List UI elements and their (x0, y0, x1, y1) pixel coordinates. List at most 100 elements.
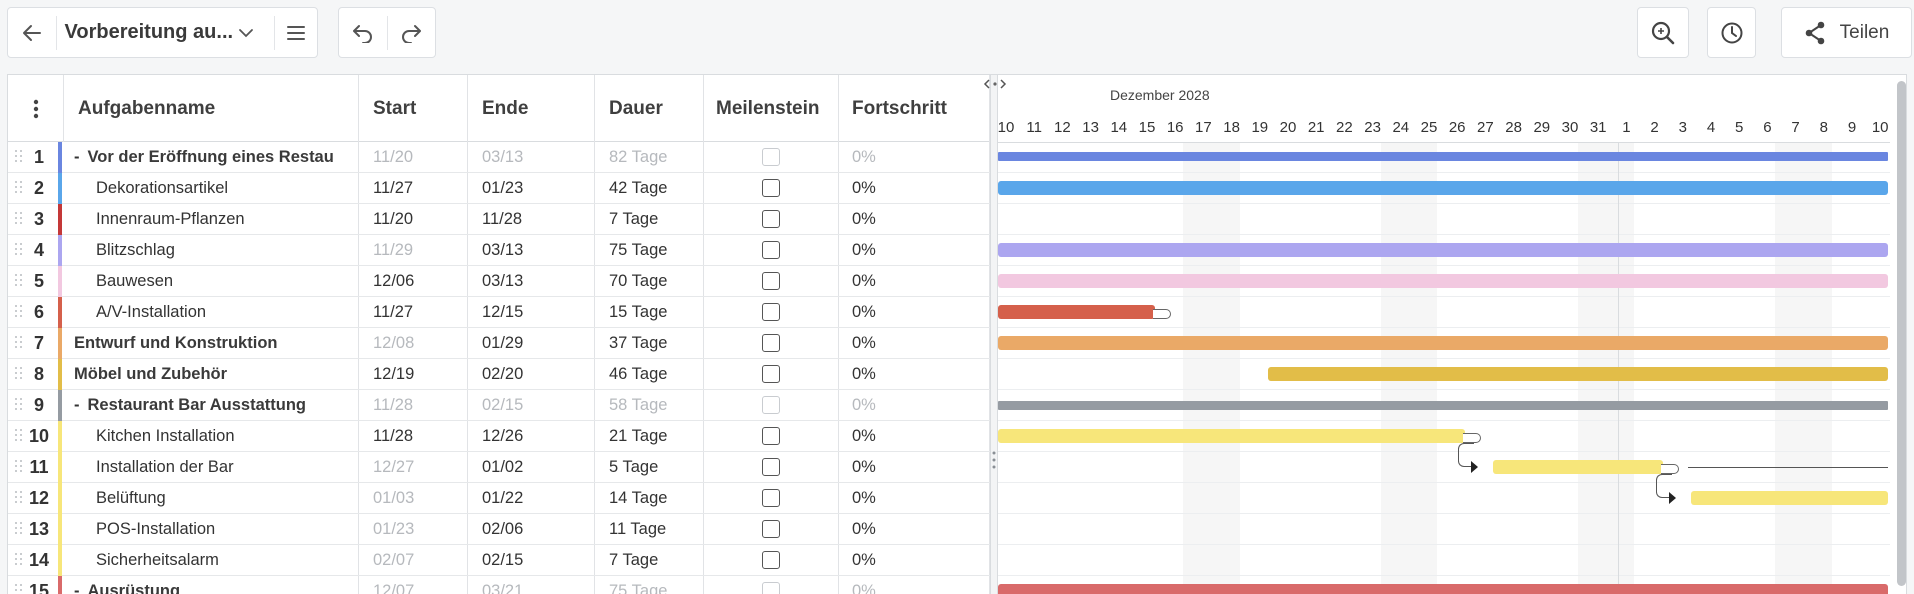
share-button[interactable]: Teilen (1781, 7, 1912, 58)
drag-handle-icon[interactable] (14, 459, 24, 475)
task-bar[interactable] (1690, 491, 1888, 505)
duration-cell[interactable]: 70 Tage (595, 266, 704, 296)
task-bar[interactable] (998, 584, 1888, 594)
undo-button[interactable] (339, 8, 387, 57)
task-bar[interactable] (998, 181, 1888, 195)
drag-handle-icon[interactable] (14, 335, 24, 351)
duration-cell[interactable]: 82 Tage (595, 142, 704, 172)
start-cell[interactable]: 12/06 (359, 266, 468, 296)
progress-cell[interactable]: 0% (839, 576, 990, 594)
task-name-cell[interactable]: Bauwesen (64, 266, 359, 296)
drag-handle-icon[interactable] (14, 552, 24, 568)
column-menu-button[interactable] (8, 75, 64, 142)
progress-cell[interactable]: 0% (839, 452, 990, 482)
task-row[interactable]: 1 - Vor der Eröffnung eines Restau 11/20… (8, 142, 990, 173)
start-cell[interactable]: 01/23 (359, 514, 468, 544)
task-name-cell[interactable]: Kitchen Installation (64, 421, 359, 451)
progress-cell[interactable]: 0% (839, 297, 990, 327)
milestone-checkbox[interactable] (762, 272, 780, 290)
end-cell[interactable]: 02/20 (468, 359, 595, 389)
milestone-checkbox[interactable] (762, 396, 780, 414)
task-row[interactable]: 9 - Restaurant Bar Ausstattung 11/28 02/… (8, 390, 990, 421)
task-name-cell[interactable]: POS-Installation (64, 514, 359, 544)
drag-handle-icon[interactable] (14, 273, 24, 289)
header-milestone[interactable]: Meilenstein (704, 75, 839, 142)
end-cell[interactable]: 03/13 (468, 142, 595, 172)
task-bar[interactable] (1493, 460, 1663, 474)
duration-cell[interactable]: 11 Tage (595, 514, 704, 544)
milestone-checkbox[interactable] (762, 334, 780, 352)
task-row[interactable]: 7 Entwurf und Konstruktion 12/08 01/29 3… (8, 328, 990, 359)
milestone-checkbox[interactable] (762, 427, 780, 445)
task-row[interactable]: 6 A/V-Installation 11/27 12/15 15 Tage 0… (8, 297, 990, 328)
progress-cell[interactable]: 0% (839, 545, 990, 575)
duration-cell[interactable]: 15 Tage (595, 297, 704, 327)
task-name-cell[interactable]: Installation der Bar (64, 452, 359, 482)
progress-cell[interactable]: 0% (839, 390, 990, 420)
end-cell[interactable]: 02/15 (468, 390, 595, 420)
progress-cell[interactable]: 0% (839, 483, 990, 513)
history-clock-button[interactable] (1707, 7, 1756, 58)
progress-cell[interactable]: 0% (839, 514, 990, 544)
progress-cell[interactable]: 0% (839, 328, 990, 358)
header-progress[interactable]: Fortschritt (839, 75, 990, 142)
redo-button[interactable] (387, 8, 435, 57)
task-name-cell[interactable]: - Ausrüstung (64, 576, 359, 594)
start-cell[interactable]: 11/29 (359, 235, 468, 265)
duration-cell[interactable]: 58 Tage (595, 390, 704, 420)
duration-cell[interactable]: 46 Tage (595, 359, 704, 389)
start-cell[interactable]: 12/08 (359, 328, 468, 358)
progress-cell[interactable]: 0% (839, 235, 990, 265)
duration-cell[interactable]: 7 Tage (595, 545, 704, 575)
drag-handle-icon[interactable] (14, 149, 24, 165)
start-cell[interactable]: 11/20 (359, 204, 468, 234)
progress-cell[interactable]: 0% (839, 204, 990, 234)
task-bar[interactable] (998, 336, 1888, 350)
duration-cell[interactable]: 42 Tage (595, 173, 704, 203)
task-name-cell[interactable]: - Restaurant Bar Ausstattung (64, 390, 359, 420)
task-bar[interactable] (998, 152, 1888, 161)
milestone-checkbox[interactable] (762, 365, 780, 383)
task-row[interactable]: 15 - Ausrüstung 12/07 03/21 75 Tage 0% (8, 576, 990, 594)
milestone-checkbox[interactable] (762, 210, 780, 228)
milestone-checkbox[interactable] (762, 303, 780, 321)
milestone-checkbox[interactable] (762, 520, 780, 538)
task-row[interactable]: 11 Installation der Bar 12/27 01/02 5 Ta… (8, 452, 990, 483)
task-name-cell[interactable]: Blitzschlag (64, 235, 359, 265)
start-cell[interactable]: 01/03 (359, 483, 468, 513)
start-cell[interactable]: 12/19 (359, 359, 468, 389)
zoom-fit-button[interactable] (1637, 7, 1689, 58)
header-end[interactable]: Ende (468, 75, 595, 142)
task-name-cell[interactable]: Innenraum-Pflanzen (64, 204, 359, 234)
task-bar[interactable] (998, 401, 1888, 410)
progress-cell[interactable]: 0% (839, 421, 990, 451)
duration-cell[interactable]: 21 Tage (595, 421, 704, 451)
task-name-cell[interactable]: Belüftung (64, 483, 359, 513)
end-cell[interactable]: 01/23 (468, 173, 595, 203)
milestone-checkbox[interactable] (762, 458, 780, 476)
duration-cell[interactable]: 75 Tage (595, 235, 704, 265)
progress-cell[interactable]: 0% (839, 359, 990, 389)
milestone-checkbox[interactable] (762, 148, 780, 166)
dependency-connector[interactable] (1660, 464, 1679, 474)
end-cell[interactable]: 02/15 (468, 545, 595, 575)
end-cell[interactable]: 03/13 (468, 235, 595, 265)
end-cell[interactable]: 01/02 (468, 452, 595, 482)
end-cell[interactable]: 03/21 (468, 576, 595, 594)
collapse-toggle[interactable]: - (74, 395, 80, 414)
progress-cell[interactable]: 0% (839, 266, 990, 296)
vertical-scrollbar[interactable] (1897, 81, 1906, 586)
drag-handle-icon[interactable] (14, 428, 24, 444)
start-cell[interactable]: 12/27 (359, 452, 468, 482)
start-cell[interactable]: 11/20 (359, 142, 468, 172)
back-button[interactable] (8, 8, 56, 57)
end-cell[interactable]: 12/15 (468, 297, 595, 327)
drag-handle-icon[interactable] (14, 397, 24, 413)
task-name-cell[interactable]: Möbel und Zubehör (64, 359, 359, 389)
task-row[interactable]: 4 Blitzschlag 11/29 03/13 75 Tage 0% (8, 235, 990, 266)
end-cell[interactable]: 12/26 (468, 421, 595, 451)
milestone-checkbox[interactable] (762, 582, 780, 594)
end-cell[interactable]: 11/28 (468, 204, 595, 234)
drag-handle-icon[interactable] (14, 304, 24, 320)
duration-cell[interactable]: 14 Tage (595, 483, 704, 513)
